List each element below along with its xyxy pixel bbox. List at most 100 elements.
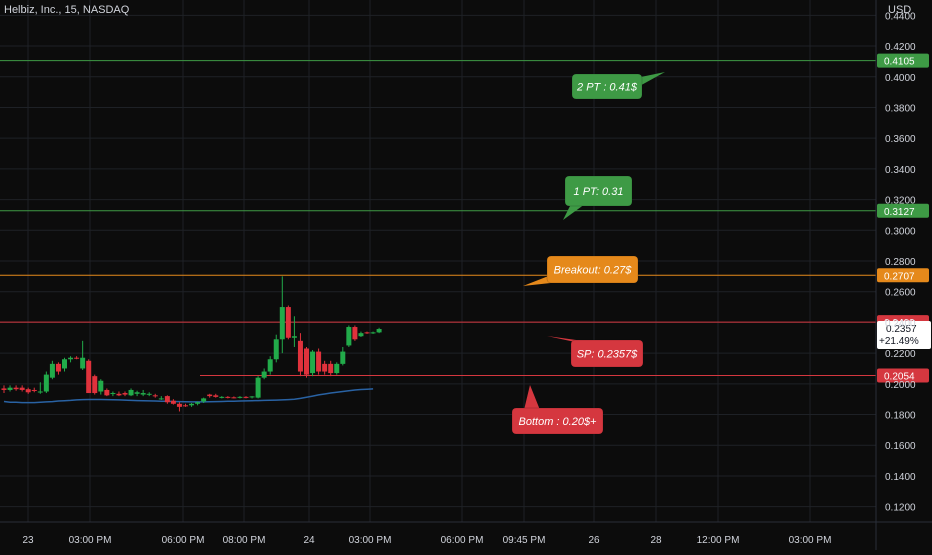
x-tick-label: 23 [22, 535, 34, 546]
y-tick-label: 0.3800 [885, 103, 916, 114]
candle-body [304, 348, 309, 375]
current-price-change: +21.49% [879, 336, 919, 347]
candle-body [128, 389, 134, 396]
y-tick-label: 0.2000 [885, 380, 916, 391]
callout[interactable]: SP: 0.2357$ [547, 336, 644, 368]
candle-body [164, 396, 170, 403]
candle-body [55, 363, 61, 372]
candle-body [122, 393, 128, 395]
grid-layer [0, 0, 876, 522]
x-tick-label: 06:00 PM [162, 535, 205, 546]
candle-body [7, 387, 13, 390]
y-tick-label: 0.4000 [885, 73, 916, 84]
candle-body [291, 336, 297, 338]
callout-label: SP: 0.2357$ [577, 349, 638, 361]
candle-body [279, 307, 285, 340]
candle-body [316, 351, 322, 372]
callout[interactable]: Breakout: 0.27$ [523, 255, 639, 286]
candle-body [225, 396, 231, 398]
callout-box [564, 175, 633, 207]
callout-label: 1 PT: 0.31 [574, 186, 624, 198]
candle-body [255, 377, 261, 398]
callout[interactable]: Bottom : 0.20$+ [511, 385, 604, 435]
candle-body [207, 394, 213, 397]
level-price-label: 0.2707 [884, 271, 915, 282]
candle-body [146, 393, 152, 395]
candle-body [104, 389, 110, 396]
candle-body [310, 351, 316, 374]
y-tick-label: 0.3400 [885, 165, 916, 176]
y-tick-label: 0.4200 [885, 42, 916, 53]
candle-body [49, 363, 55, 378]
candle-body [74, 357, 80, 359]
y-tick-label: 0.3000 [885, 226, 916, 237]
candle-body [352, 327, 358, 340]
candle-body [249, 396, 255, 398]
x-tick-label: 06:00 PM [441, 535, 484, 546]
candle-body [189, 403, 195, 406]
candle-body [43, 374, 49, 392]
level-price-tag [877, 268, 929, 283]
candle-body [62, 359, 67, 369]
candle-body [158, 398, 164, 400]
y-tick-label: 0.1400 [885, 472, 916, 483]
candle-body [183, 405, 188, 407]
candle-body [231, 397, 237, 399]
callout-box [570, 339, 644, 368]
candle-body [213, 395, 219, 397]
y-tick-label: 0.4400 [885, 11, 916, 22]
candle-body [328, 363, 334, 374]
candle-body [285, 307, 291, 338]
level-price-tag [877, 203, 929, 218]
candle-body [219, 396, 225, 398]
callout-label: 2 PT : 0.41$ [576, 82, 638, 94]
candle-body [334, 363, 340, 374]
candle-body [340, 351, 346, 364]
y-tick-label: 0.2600 [885, 288, 916, 299]
candle-body [237, 396, 243, 398]
y-tick-label: 0.3200 [885, 196, 916, 207]
candle-body [19, 387, 25, 390]
callout-pointer [524, 385, 540, 410]
candle-body [267, 359, 273, 372]
candle-body [243, 396, 249, 398]
candle-body [13, 387, 19, 390]
candle-body [297, 340, 303, 372]
current-price-value: 0.2357 [886, 324, 917, 335]
candle-body [376, 329, 382, 333]
candles-layer [1, 276, 382, 412]
level-price-tag [877, 53, 929, 68]
level-price-label: 0.4105 [884, 57, 915, 68]
x-tick-label: 08:00 PM [223, 535, 266, 546]
candle-body [370, 332, 376, 334]
candle-body [170, 400, 176, 404]
candle-body [322, 363, 328, 372]
x-tick-label: 03:00 PM [69, 535, 112, 546]
callout[interactable]: 1 PT: 0.31 [563, 175, 633, 220]
candle-body [92, 376, 98, 394]
candle-body [140, 393, 146, 395]
currency-label: USD [888, 4, 912, 16]
chart-title: Helbiz, Inc., 15, NASDAQ [4, 4, 130, 16]
candle-body [364, 332, 370, 334]
y-tick-label: 0.1600 [885, 441, 916, 452]
current-price-tag [877, 321, 931, 350]
candle-body [80, 357, 86, 369]
callout-pointer [636, 72, 665, 88]
candle-body [1, 388, 7, 390]
x-tick-label: 24 [303, 535, 315, 546]
candle-body [201, 398, 207, 402]
candle-body [86, 360, 92, 394]
x-tick-label: 12:00 PM [697, 535, 740, 546]
x-tick-label: 03:00 PM [789, 535, 832, 546]
callout-label: Breakout: 0.27$ [554, 265, 633, 277]
y-tick-label: 0.1800 [885, 411, 916, 422]
candle-body [37, 391, 43, 393]
candle-body [134, 392, 140, 394]
level-price-label: 0.3127 [884, 207, 915, 218]
callout-pointer [563, 204, 585, 220]
callout[interactable]: 2 PT : 0.41$ [571, 72, 665, 100]
